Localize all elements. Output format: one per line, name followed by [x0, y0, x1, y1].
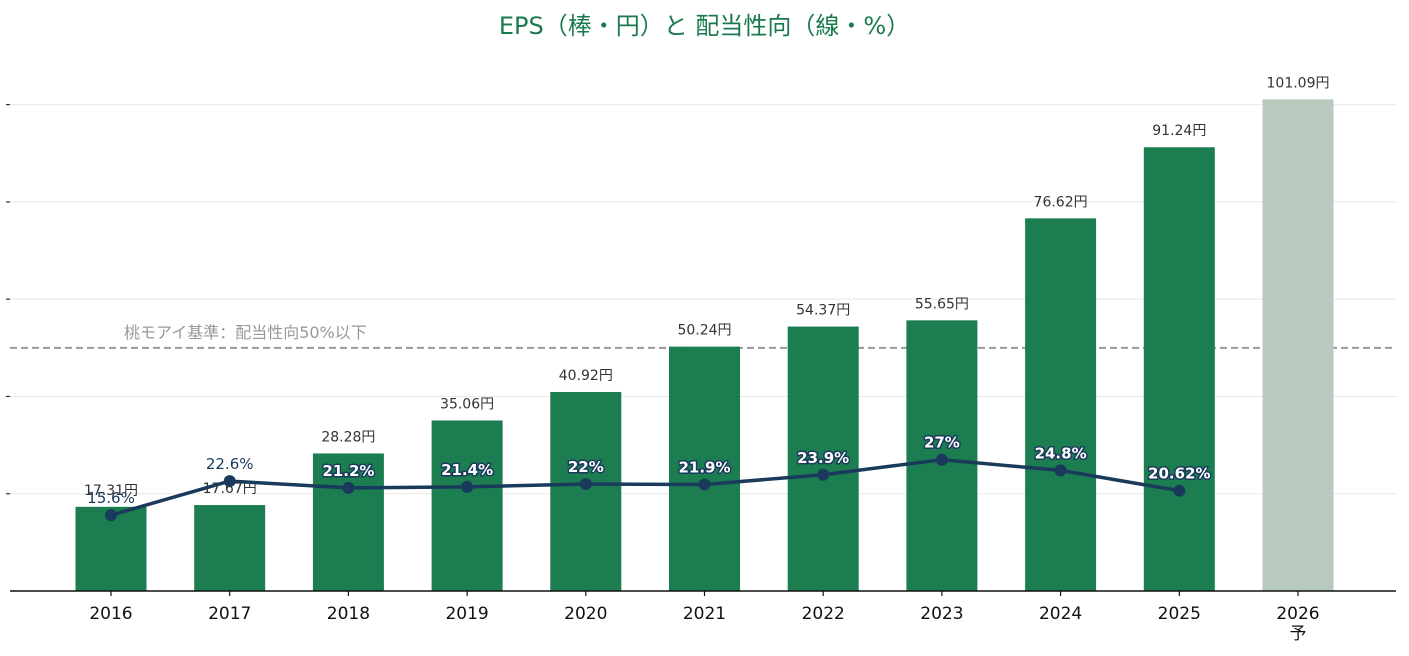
payout-label: 22.6% — [206, 455, 254, 473]
x-tick-label: 2017 — [208, 604, 251, 624]
eps-bar — [194, 505, 266, 591]
x-tick-label: 2016 — [89, 604, 132, 624]
payout-point — [698, 478, 711, 491]
payout-point — [817, 468, 830, 481]
eps-bar-label: 17.31円 — [84, 483, 138, 499]
payout-label: 27% — [924, 434, 960, 452]
eps-bar — [1262, 99, 1334, 592]
x-tick-label: 2019 — [445, 604, 488, 624]
x-tick-label: 2022 — [802, 604, 845, 624]
eps-bar — [312, 453, 384, 591]
payout-label: 21.2% — [322, 462, 374, 480]
x-tick-label: 2020 — [564, 604, 607, 624]
reference-line-label: 桃モアイ基準：配当性向50%以下 — [124, 323, 367, 342]
chart-title: EPS（棒・円）と 配当性向（線・%） — [498, 12, 911, 40]
x-tick-label: 2026 — [1276, 604, 1319, 624]
payout-label: 23.9% — [797, 449, 849, 467]
eps-bar — [669, 346, 740, 591]
payout-point — [1054, 464, 1067, 477]
payout-label: 21.4% — [441, 461, 493, 479]
eps-bar-label: 55.65円 — [915, 296, 969, 312]
eps-bar — [1025, 218, 1097, 591]
payout-point — [461, 480, 474, 493]
eps-bar — [550, 391, 622, 591]
payout-line — [110, 457, 1180, 517]
x-tick-label: 2018 — [327, 604, 370, 624]
eps-bar-label: 35.06円 — [440, 396, 494, 412]
eps-bar — [787, 326, 859, 591]
x-tick-label: 2023 — [920, 604, 963, 624]
payout-label: 21.9% — [678, 458, 730, 476]
payout-label: 15.6% — [87, 489, 135, 507]
eps-bar-label: 40.92円 — [559, 368, 613, 384]
x-tick-label: 2021 — [683, 604, 726, 624]
eps-bar-label: 28.28円 — [321, 429, 375, 445]
eps-bar-label: 91.24円 — [1152, 123, 1206, 139]
x-tick-label: 2025 — [1158, 604, 1201, 624]
payout-point — [223, 475, 236, 488]
eps-bar-label: 76.62円 — [1034, 194, 1088, 210]
payout-label: 20.62% — [1148, 465, 1210, 483]
payout-point — [579, 478, 592, 490]
eps-bar — [431, 420, 503, 591]
payout-point — [1173, 484, 1186, 497]
eps-bar-label: 54.37円 — [796, 303, 850, 319]
payout-label: 22% — [568, 458, 604, 476]
payout-point — [935, 453, 948, 466]
eps-bar-label: 50.24円 — [677, 323, 731, 339]
payout-label: 24.8% — [1035, 444, 1087, 462]
x-tick-sublabel: 予 — [1290, 624, 1307, 644]
eps-bar — [1143, 147, 1215, 591]
payout-point — [342, 481, 355, 494]
payout-point — [105, 509, 117, 522]
x-tick-label: 2024 — [1039, 604, 1082, 624]
eps-bar-label: 101.09円 — [1267, 75, 1330, 91]
